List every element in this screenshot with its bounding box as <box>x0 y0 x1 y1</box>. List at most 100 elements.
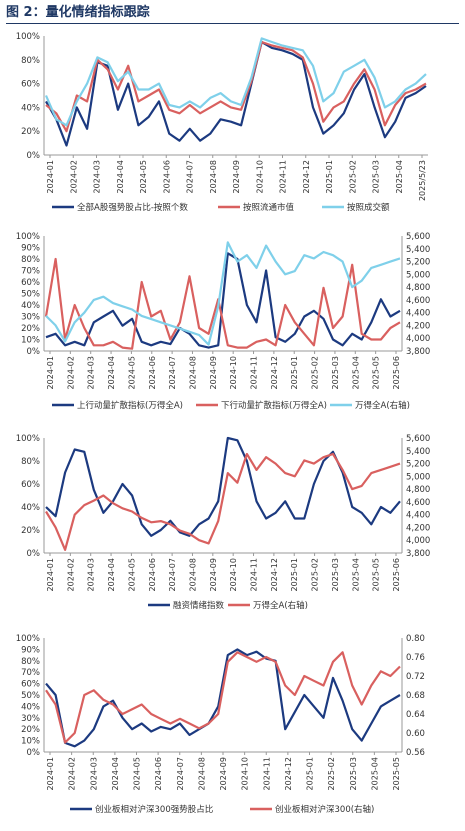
chart4-ytick-right: 0.76 <box>406 653 425 663</box>
chart3-ytick-left: 20% <box>21 526 40 536</box>
chart1-xtick-label: 2024-07 <box>186 160 195 193</box>
chart1-xtick-label: 2025-03 <box>372 160 381 193</box>
chart2-xtick-label: 2024-03 <box>87 356 96 389</box>
chart1-xtick-label: 2024-06 <box>162 160 171 193</box>
chart2-ytick-right: 4,400 <box>406 309 430 319</box>
chart4-ytick-left: 100% <box>16 634 40 644</box>
chart4-series-line-2 <box>45 651 401 744</box>
chart1-xtick-label: 2024-08 <box>209 160 218 193</box>
chart2-ytick-left: 90% <box>21 244 40 254</box>
chart1-series-line-2 <box>45 40 427 133</box>
chart1-xtick-label: 2025-02 <box>348 160 357 193</box>
chart2-xtick-label: 2025-06 <box>392 356 401 389</box>
chart2-ytick-right: 4,800 <box>406 283 430 293</box>
chart2-xtick-label: 2024-08 <box>188 356 197 389</box>
chart3-ytick-right: 5,400 <box>406 447 430 457</box>
chart2-xtick-label: 2025-02 <box>311 356 320 389</box>
chart1-xtick-label: 2024-01 <box>46 160 55 193</box>
chart1-legend-label-1: 全部A股强势股占比-按照个数 <box>77 202 188 213</box>
chart1-series-line-1 <box>45 40 427 147</box>
chart4-xtick-label: 2024-08 <box>197 757 206 790</box>
chart4-xtick-label: 2024-12 <box>284 757 293 790</box>
chart1-ytick-left: 100% <box>16 32 40 42</box>
chart4-xtick-label: 2024-09 <box>219 757 228 790</box>
chart3-ytick-left: 80% <box>21 457 40 467</box>
chart4-ytick-right: 0.60 <box>406 729 425 739</box>
chart4-xtick-label: 2025-05 <box>392 757 401 790</box>
chart3-ytick-right: 4,600 <box>406 498 430 508</box>
chart2-legend-label-2: 下行动量扩散指标(万得全A) <box>221 400 327 411</box>
chart2-ytick-left: 20% <box>21 324 40 334</box>
chart1-xtick-label: 2024-11 <box>279 160 288 193</box>
chart4-xtick-label: 2024-04 <box>111 757 120 790</box>
chart2-xtick-label: 2024-02 <box>66 356 75 389</box>
chart3-ytick-left: 40% <box>21 503 40 513</box>
chart3-legend-label-2: 万得全A(右轴) <box>253 600 308 611</box>
chart3-legend-label-1: 融资情绪指数 <box>173 600 225 611</box>
chart4-ytick-right: 0.80 <box>406 634 425 644</box>
chart1-xtick-label: 2024-02 <box>69 160 78 193</box>
chart3-xtick-label: 2024-06 <box>148 558 157 591</box>
chart2-ytick-right: 5,600 <box>406 232 430 242</box>
chart3-ytick-right: 3,800 <box>406 549 430 559</box>
chart2-legend-label-3: 万得全A(右轴) <box>355 400 410 411</box>
chart1-ytick-left: 80% <box>21 56 40 66</box>
chart1-ytick-left: 40% <box>21 103 40 113</box>
chart2-xtick-label: 2024-12 <box>270 356 279 389</box>
chart2-ytick-right: 5,400 <box>406 245 430 255</box>
chart4-ytick-right: 0.64 <box>406 710 425 720</box>
chart1-xtick-label: 2024-05 <box>139 160 148 193</box>
figure-title: 图 2：量化情绪指标跟踪 <box>6 4 459 24</box>
chart4-xtick-label: 2025-04 <box>370 757 379 790</box>
chart3-ytick-left: 60% <box>21 480 40 490</box>
chart2-ytick-right: 4,200 <box>406 321 430 331</box>
chart3-ytick-right: 4,400 <box>406 511 430 521</box>
chart1-xtick-label: 2024-04 <box>116 160 125 193</box>
chart4-ytick-right: 0.68 <box>406 691 425 701</box>
chart3-xtick-label: 2024-12 <box>270 558 279 591</box>
chart2-xtick-label: 2024-07 <box>168 356 177 389</box>
chart1-legend-label-2: 按照流通市值 <box>243 202 295 213</box>
chart3-xtick-label: 2025-06 <box>392 558 401 591</box>
chart3-ytick-right: 4,800 <box>406 485 430 495</box>
chart4-xtick-label: 2024-03 <box>89 757 98 790</box>
chart2-xtick-label: 2025-05 <box>372 356 381 389</box>
chart2-ytick-left: 10% <box>21 336 40 346</box>
chart2-ytick-left: 30% <box>21 313 40 323</box>
chart2-ytick-left: 80% <box>21 255 40 265</box>
chart3-xtick-label: 2024-03 <box>87 558 96 591</box>
chart4-xtick-label: 2025-01 <box>306 757 315 790</box>
chart4-xtick-label: 2024-01 <box>46 757 55 790</box>
chart3-ytick-right: 4,000 <box>406 536 430 546</box>
chart4-legend-label-1: 创业板相对沪深300强势股占比 <box>95 804 213 815</box>
chart2-legend-label-1: 上行动量扩散指标(万得全A) <box>77 400 183 411</box>
chart2-ytick-left: 40% <box>21 301 40 311</box>
chart4-ytick-left: 40% <box>21 702 40 712</box>
chart2-xtick-label: 2025-03 <box>331 356 340 389</box>
chart3-xtick-label: 2025-03 <box>331 558 340 591</box>
chart2-xtick-label: 2024-06 <box>148 356 157 389</box>
chart3-xtick-label: 2024-02 <box>66 558 75 591</box>
chart3-xtick-label: 2024-08 <box>188 558 197 591</box>
chart4-xtick-label: 2024-05 <box>133 757 142 790</box>
chart4-xtick-label: 2025-02 <box>327 757 336 790</box>
chart2-ytick-right: 3,800 <box>406 347 430 357</box>
chart4-ytick-left: 20% <box>21 725 40 735</box>
chart4-ytick-right: 0.72 <box>406 672 425 682</box>
chart2-series-line-1 <box>45 252 401 349</box>
chart4-ytick-left: 30% <box>21 714 40 724</box>
chart4-xtick-label: 2024-06 <box>154 757 163 790</box>
chart4-ytick-left: 0% <box>27 748 41 758</box>
chart1-xtick-label: 2025-01 <box>325 160 334 193</box>
chart4-ytick-left: 60% <box>21 680 40 690</box>
chart2-ytick-left: 60% <box>21 278 40 288</box>
chart3-ytick-right: 4,200 <box>406 523 430 533</box>
chart2-ytick-right: 5,000 <box>406 270 430 280</box>
chart4-xtick-label: 2024-10 <box>241 757 250 790</box>
chart2-xtick-label: 2024-01 <box>46 356 55 389</box>
chart4-ytick-left: 90% <box>21 645 40 655</box>
chart4-xtick-label: 2024-11 <box>262 757 271 790</box>
chart2-xtick-label: 2024-11 <box>250 356 259 389</box>
chart4-xtick-label: 2024-02 <box>68 757 77 790</box>
